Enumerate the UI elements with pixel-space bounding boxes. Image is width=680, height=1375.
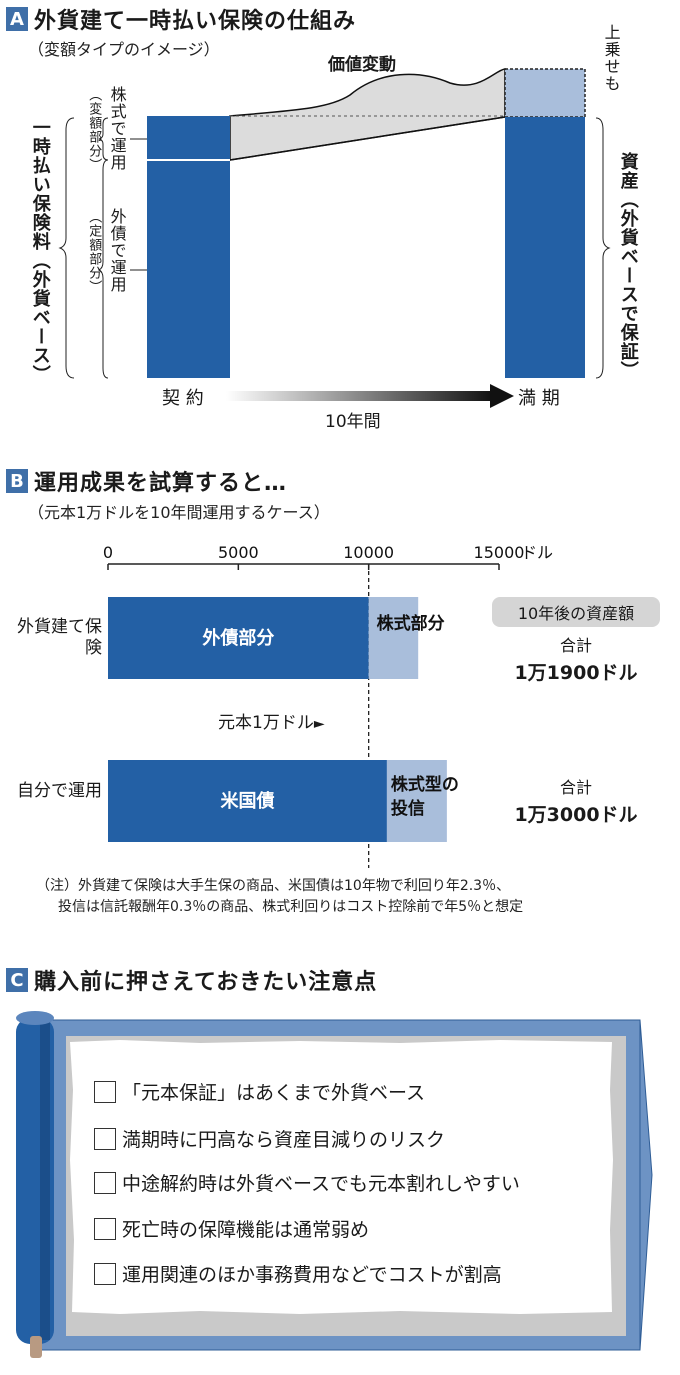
checklist-text: 運用関連のほか事務費用などでコストが割高 [122,1264,502,1286]
section-b-title: 運用成果を試算すると… [34,471,288,496]
bonus-box [504,68,586,118]
note-line-1: （注）外貨建て保険は大手生保の商品、米国債は10年物で利回り年2.3％、 [36,878,511,894]
checklist-item: 中途解約時は外貨ベースでも元本割れしやすい [94,1169,520,1196]
time-arrow-shaft [226,391,492,401]
checklist-item: 死亡時の保障機能は通常弱め [94,1215,369,1242]
section-c-header: C 購入前に押さえておきたい注意点 [6,965,377,995]
bar-label-bond: 米国債 [220,790,274,812]
checklist-text: 満期時に円高なら資産目減りのリスク [122,1129,446,1151]
bonus-label: 上乗せも [601,24,621,92]
section-b-subtitle: （元本1万ドルを10年間運用するケース） [28,503,330,522]
scroll-graphic [16,1011,653,1358]
bond-brace [97,159,109,379]
contract-label: 契 約 [162,388,204,409]
checklist-item: 「元本保証」はあくまで外貨ベース [94,1078,425,1105]
assets-label: 資産（外貨ベースで保証） [617,152,639,380]
bar-segment-stock [386,760,447,842]
note-line-2: 投信は信託報酬年0.3％の商品、株式利回りはコスト控除前で年5％と想定 [58,899,524,915]
total-insurance-value: 1万1900ドル [514,662,638,684]
section-c-badge: C [6,968,28,992]
bar-label-bond: 外債部分 [202,627,274,649]
checklist-text: 死亡時の保障機能は通常弱め [122,1219,370,1241]
scroll-paper [70,1040,613,1314]
insurance-diagram [58,68,611,408]
checkbox-icon [94,1080,116,1103]
maturity-label: 満 期 [518,388,560,409]
checkbox-icon [94,1262,116,1285]
checklist-item: 満期時に円高なら資産目減りのリスク [94,1125,445,1152]
section-a-subtitle: （変額タイプのイメージ） [28,40,220,59]
checkbox-icon [94,1127,116,1150]
principal-label: 元本1万ドル► [218,708,325,733]
scroll-handle [30,1336,42,1358]
bar-label-stock: 株式部分 [377,613,445,634]
total-self-key: 合計 [559,778,592,797]
row-label-self: 自分で運用 [17,781,102,801]
checklist-item: 運用関連のほか事務費用などでコストが割高 [94,1260,502,1287]
scroll-roll-shade [40,1022,50,1340]
bar-segment-stock [368,597,419,679]
assets-box [505,117,585,378]
checklist-text: 「元本保証」はあくまで外貨ベース [122,1082,426,1104]
premium-brace [58,117,75,379]
checkbox-icon [94,1217,116,1240]
chart-note: （注）外貨建て保険は大手生保の商品、米国債は10年物で利回り年2.3％、 投信は… [36,876,523,918]
section-b-badge: B [6,469,28,493]
x-tick-label: 0 [103,543,113,562]
checklist-text: 中途解約時は外貨ベースでも元本割れしやすい [122,1173,520,1195]
x-unit-label: ドル [521,543,553,562]
principal-label-text: 元本1万ドル [218,713,314,733]
bar-segment-bond [108,597,369,679]
assets-brace [595,117,611,379]
period-label: 10年間 [325,412,381,432]
result-pill: 10年後の資産額 [492,597,660,627]
section-c-title: 購入前に押さえておきたい注意点 [34,970,378,995]
total-self-value: 1万3000ドル [514,804,638,826]
value-change-label: 価値変動 [328,55,396,75]
value-fluctuation-area [229,68,506,161]
total-insurance-key: 合計 [559,636,592,655]
section-a-badge: A [6,7,28,31]
bar-segment-bond [108,760,387,842]
x-tick-label: 5000 [218,543,259,562]
guaranteed-growth-line [229,116,506,161]
stock-sub-label: （変額部分） [86,88,102,172]
checkbox-icon [94,1171,116,1194]
x-tick-label: 10000 [343,543,394,562]
bar-label-stock: 株式型の [391,774,459,795]
x-tick-label: 15000 [474,543,525,562]
section-a-header: A 外貨建て一時払い保険の仕組み [6,4,356,34]
row-label-insurance: 外貨建て保険 [17,617,102,659]
section-a-title: 外貨建て一時払い保険の仕組み [34,9,357,34]
premium-label: 一時払い保険料（外貨ベース） [29,118,51,384]
bond-sub-label: （定額部分） [86,210,102,294]
scroll-roll-top [16,1011,54,1025]
time-arrow-head [490,384,514,408]
scroll-panel-edge [639,1019,653,1351]
total-insurance: 合計 1万1900ドル [476,632,676,685]
principal-arrow-icon: ► [313,716,325,732]
stock-label: 株式で運用 [107,86,127,171]
bond-label: 外債で運用 [107,208,127,293]
stock-brace [98,117,109,161]
bar-label-stock-2: 投信 [391,798,425,819]
premium-box [147,116,230,378]
total-self: 合計 1万3000ドル [476,774,676,827]
section-b-header: B 運用成果を試算すると… [6,466,287,496]
